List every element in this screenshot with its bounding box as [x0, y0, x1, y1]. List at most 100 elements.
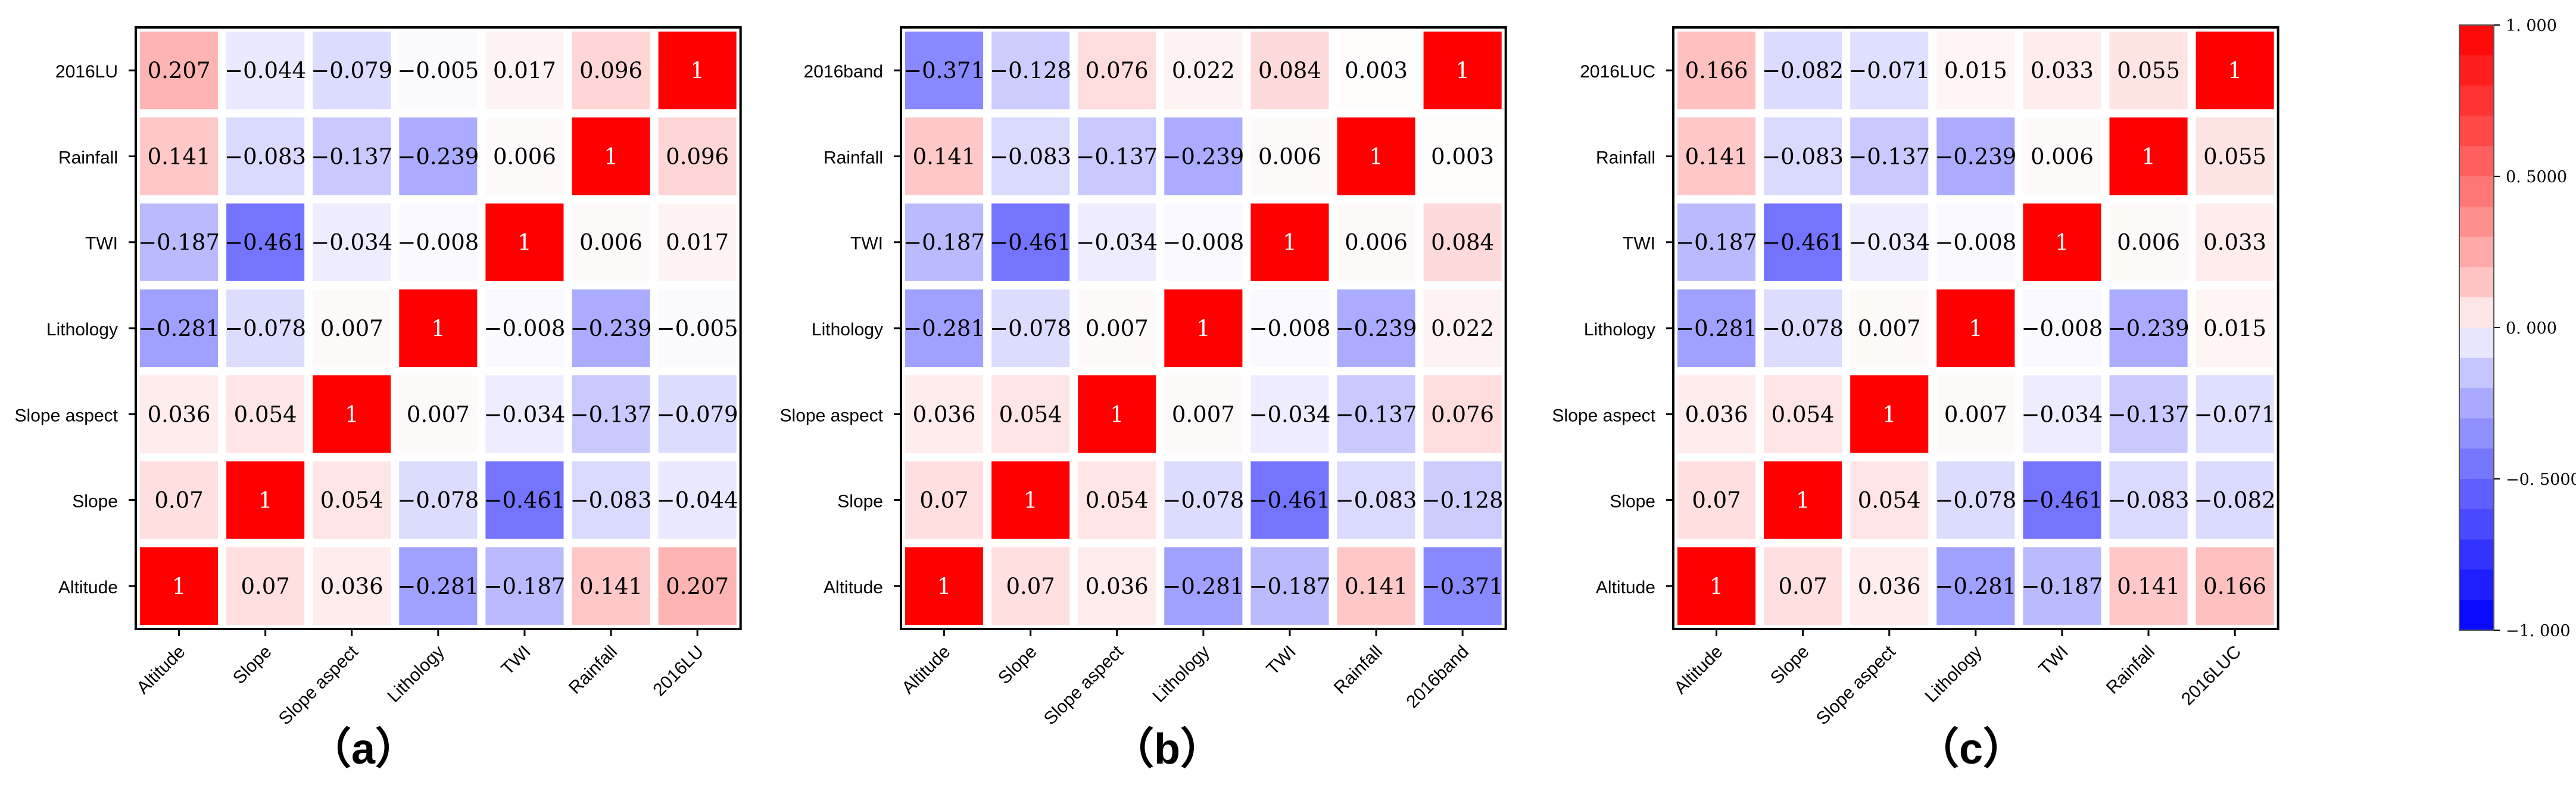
cell-value-label: 0.015 — [2203, 316, 2266, 341]
heatmap-cell — [905, 461, 984, 539]
cell-value-label: 1 — [1283, 230, 1297, 256]
colorbar-step — [2459, 569, 2494, 600]
cell-value-label: 1 — [517, 230, 532, 256]
y-tick-label: Slope aspect — [780, 406, 884, 425]
cell-value-label: −0.281 — [397, 574, 479, 599]
cell-value-label: 0.054 — [1086, 488, 1149, 513]
heatmap-panel-2: −0.371 −0.128 0.076 0.022 0.084 0.003 12016ban… — [780, 26, 1507, 773]
cell-value-label: −0.239 — [1162, 144, 1244, 169]
cell-value-label: 0.096 — [666, 144, 729, 169]
heatmap-cell — [399, 547, 478, 625]
cell-value-label: 0.084 — [1431, 230, 1494, 256]
cell-value-label: −0.034 — [1848, 230, 1930, 256]
cell-value-label: −0.128 — [990, 58, 1071, 83]
heatmap-cell — [991, 203, 1070, 281]
cell-value-label: −0.187 — [2021, 574, 2103, 599]
heatmap-cell — [226, 289, 305, 368]
cell-value-label: 0.055 — [2117, 58, 2180, 83]
colorbar-step — [2459, 146, 2494, 177]
cell-value-label: −0.078 — [397, 488, 479, 513]
cell-value-label: 1 — [604, 144, 618, 169]
heatmap-cell — [1677, 117, 1756, 195]
heatmap-cell — [572, 375, 650, 453]
cell-value-label: −0.137 — [1336, 401, 1417, 427]
heatmap-cell — [1250, 32, 1329, 110]
heatmap-cell — [399, 203, 478, 281]
cell-value-label: −0.078 — [224, 316, 306, 341]
y-tick-label: Slope — [1610, 492, 1655, 512]
heatmap-cell — [2023, 547, 2101, 625]
cell-value-label: −0.371 — [1422, 574, 1504, 599]
heatmap-cell — [485, 547, 564, 625]
x-tick-label: 2016band — [1402, 642, 1473, 712]
cell-value-label: −0.083 — [1336, 488, 1417, 513]
cell-value-label: 1 — [2228, 58, 2242, 83]
cell-value-label: −0.461 — [224, 230, 306, 256]
heatmap-cell — [572, 547, 650, 625]
colorbar-step — [2459, 297, 2494, 328]
heatmap-cell — [2023, 117, 2101, 195]
cell-value-label: −0.078 — [1935, 488, 2016, 513]
colorbar-step — [2459, 236, 2494, 267]
colorbar-tick-label: 0. 5000 — [2506, 168, 2567, 186]
y-tick-label: 2016band — [804, 62, 883, 82]
heatmap-cell — [658, 547, 737, 625]
heatmap-cell — [1764, 117, 1842, 195]
heatmap-cell — [991, 289, 1070, 368]
panel-label: （c） — [1916, 725, 2026, 773]
heatmap-cell — [1764, 461, 1842, 539]
heatmap-cell — [905, 547, 984, 625]
heatmap-cell — [905, 203, 984, 281]
colorbar-step — [2459, 206, 2494, 238]
heatmap-cell — [140, 117, 219, 195]
cell-value-label: 0.07 — [1778, 574, 1827, 599]
heatmap-cell — [1423, 375, 1502, 453]
cell-value-label: −0.071 — [1848, 58, 1930, 83]
cell-value-label: 1 — [937, 574, 952, 599]
y-tick-label: TWI — [1623, 234, 1655, 254]
heatmap-cell — [991, 117, 1070, 195]
cell-value-label: 0.084 — [1258, 58, 1321, 83]
cell-value-label: −0.078 — [990, 316, 1071, 341]
heatmap-cell — [2023, 461, 2101, 539]
colorbar-step — [2459, 509, 2494, 540]
cell-value-label: 0.076 — [1431, 401, 1494, 427]
cell-value-label: 0.141 — [148, 144, 211, 169]
heatmap-cell — [399, 32, 478, 110]
colorbar-step — [2459, 449, 2494, 479]
x-tick-label: Slope aspect — [1813, 641, 1900, 728]
heatmap-cell — [2109, 547, 2188, 625]
cell-value-label: 0.141 — [913, 144, 976, 169]
cell-value-label: −0.137 — [1848, 144, 1930, 169]
cell-value-label: −0.187 — [1676, 230, 1757, 256]
cell-value-label: 1 — [258, 488, 273, 513]
cell-value-label: −0.281 — [1676, 316, 1757, 341]
heatmap-cell — [1423, 289, 1502, 368]
cell-value-label: −0.461 — [1249, 488, 1330, 513]
cell-value-label: 0.007 — [1944, 401, 2007, 427]
cell-value-label: −0.239 — [2108, 316, 2190, 341]
heatmap-cell — [1250, 117, 1329, 195]
cell-value-label: 0.036 — [1858, 574, 1921, 599]
cell-value-label: 0.007 — [1858, 316, 1921, 341]
heatmap-cell — [399, 375, 478, 453]
heatmap-cell — [1936, 461, 2015, 539]
heatmap-cell — [1677, 461, 1756, 539]
heatmap-cell — [1078, 547, 1156, 625]
heatmap-cell — [485, 461, 564, 539]
heatmap-cell — [1164, 375, 1243, 453]
cell-value-label: −0.078 — [1162, 488, 1244, 513]
cell-value-label: −0.461 — [990, 230, 1071, 256]
cell-value-label: 1 — [1796, 488, 1810, 513]
heatmap-cell — [485, 289, 564, 368]
heatmap-cell — [1850, 117, 1929, 195]
x-tick-label: TWI — [2035, 642, 2072, 679]
cell-value-label: 0.166 — [1685, 58, 1748, 83]
cell-value-label: −0.187 — [484, 574, 565, 599]
cell-value-label: 0.007 — [407, 401, 470, 427]
heatmap-cell — [485, 203, 564, 281]
x-tick-label: Lithology — [1922, 642, 1986, 706]
cell-value-label: 0.017 — [666, 230, 729, 256]
y-tick-label: Lithology — [812, 320, 883, 340]
cell-value-label: 1 — [1455, 58, 1470, 83]
